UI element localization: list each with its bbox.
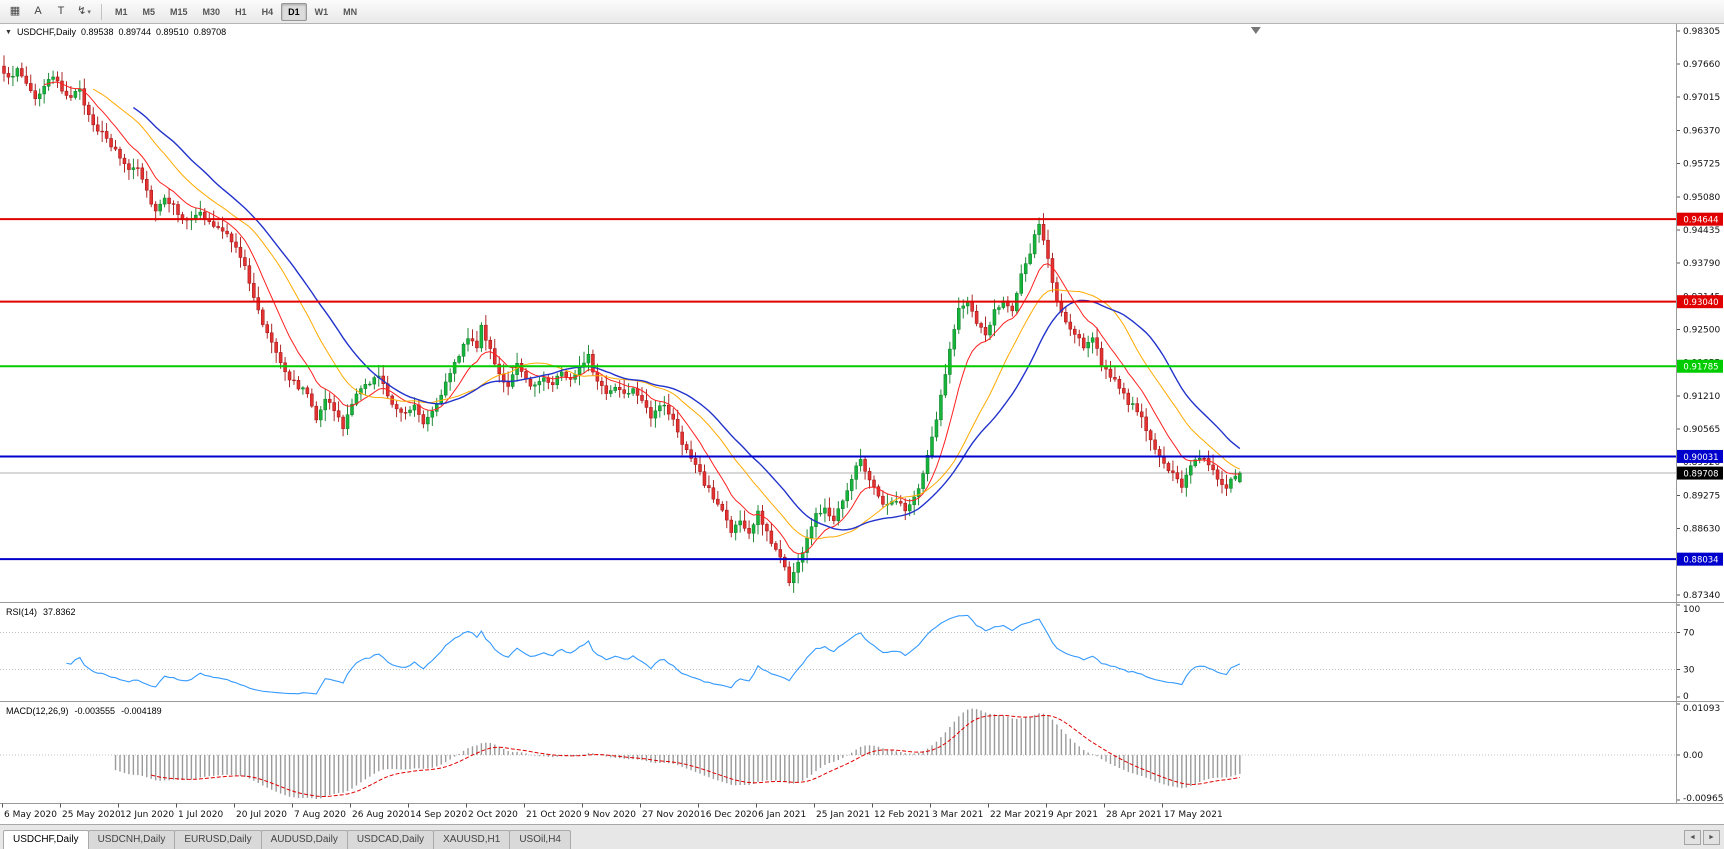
svg-text:3 Mar 2021: 3 Mar 2021 — [932, 810, 983, 820]
dropdown-caret-icon: ▾ — [87, 8, 91, 16]
svg-text:0.91210: 0.91210 — [1683, 392, 1720, 402]
timeframe-h4-button[interactable]: H4 — [261, 6, 274, 17]
svg-text:0.90565: 0.90565 — [1683, 425, 1720, 435]
toolbar-tools-group: ▦ A T ↯ ▾ — [4, 2, 95, 21]
timeframe-m30-button[interactable]: M30 — [202, 6, 221, 17]
svg-text:28 Apr 2021: 28 Apr 2021 — [1106, 810, 1162, 820]
text-a-tool-icon: A — [34, 5, 42, 17]
chart-tabs: USDCHF,Daily USDCNH,Daily EURUSD,Daily AUDU… — [3, 825, 571, 849]
svg-text:0.97015: 0.97015 — [1683, 93, 1720, 103]
time-axis: 6 May 2020 25 May 2020 12 Jun 2020 1 Jul 20… — [2, 803, 1223, 820]
svg-text:0.88630: 0.88630 — [1683, 525, 1720, 535]
svg-text:0.01093: 0.01093 — [1683, 704, 1720, 714]
chart-tab-usdcnh-daily[interactable]: USDCNH,Daily — [87, 830, 176, 849]
indicators-dropdown-button[interactable]: ↯ ▾ — [73, 2, 95, 21]
svg-text:0: 0 — [1683, 692, 1689, 702]
chart-tab-usoil-h4[interactable]: USOil,H4 — [509, 830, 571, 849]
svg-text:0.00: 0.00 — [1683, 751, 1703, 761]
timeframe-m1-button[interactable]: M1 — [115, 6, 128, 17]
svg-text:0.89920: 0.89920 — [1683, 458, 1720, 468]
svg-text:0.89708: 0.89708 — [1683, 470, 1718, 480]
horizontal-level-lines[interactable] — [0, 218, 1676, 561]
svg-text:0.89275: 0.89275 — [1683, 491, 1720, 501]
moving-average-21-line — [92, 88, 1241, 540]
timeframe-buttons-group: M1 M5 M15 M30 H1 H4 D1 W1 MN — [108, 2, 364, 21]
macd-panel: 0.01093 0.00 -0.00965 — [0, 703, 1723, 804]
text-t-tool-button[interactable]: T — [50, 2, 72, 21]
timeframe-w1-button[interactable]: W1 — [314, 6, 329, 17]
timeframe-m15-button[interactable]: M15 — [170, 6, 188, 17]
svg-text:0.91785: 0.91785 — [1683, 363, 1718, 373]
svg-text:12 Feb 2021: 12 Feb 2021 — [874, 810, 930, 820]
svg-text:12 Jun 2020: 12 Jun 2020 — [120, 810, 174, 820]
svg-text:30: 30 — [1683, 665, 1695, 675]
svg-text:7 Aug 2020: 7 Aug 2020 — [294, 810, 346, 820]
timeframe-mn-button[interactable]: MN — [343, 6, 358, 17]
panel-separators[interactable] — [0, 24, 1724, 804]
tab-scrollbar: ◄ ► — [1684, 830, 1721, 849]
text-a-tool-button[interactable]: A — [27, 2, 49, 21]
svg-text:6 May 2020: 6 May 2020 — [4, 810, 57, 820]
chart-tab-audusd-daily[interactable]: AUDUSD,Daily — [260, 830, 348, 849]
svg-text:0.87340: 0.87340 — [1683, 591, 1720, 601]
chart-tab-usdchf-daily[interactable]: USDCHF,Daily — [3, 830, 89, 849]
macd-signal-line — [151, 714, 1240, 798]
svg-text:1 Jul 2020: 1 Jul 2020 — [178, 810, 223, 820]
svg-text:20 Jul 2020: 20 Jul 2020 — [236, 810, 287, 820]
svg-text:9 Nov 2020: 9 Nov 2020 — [584, 810, 636, 820]
timeframe-d1-button[interactable]: D1 — [281, 2, 307, 21]
svg-text:0.96370: 0.96370 — [1683, 126, 1720, 136]
chart-shift-marker-icon[interactable] — [1250, 27, 1261, 34]
svg-text:0.98305: 0.98305 — [1683, 27, 1720, 37]
svg-text:0.94435: 0.94435 — [1683, 226, 1720, 236]
toolbar-separator — [101, 3, 102, 20]
chart-tab-bar: USDCHF,Daily USDCNH,Daily EURUSD,Daily AUDU… — [0, 824, 1724, 849]
svg-text:22 Mar 2021: 22 Mar 2021 — [990, 810, 1047, 820]
svg-text:0.95725: 0.95725 — [1683, 160, 1720, 170]
svg-text:100: 100 — [1683, 605, 1700, 615]
top-toolbar: ▦ A T ↯ ▾ M1 M5 M15 M30 H1 H4 D1 W1 MN — [0, 0, 1724, 24]
tabs-scroll-left-button[interactable]: ◄ — [1684, 830, 1701, 845]
tabs-scroll-right-button[interactable]: ► — [1703, 830, 1720, 845]
svg-text:0.88034: 0.88034 — [1683, 556, 1718, 566]
chart-area[interactable]: 0.98305 0.97660 0.97015 0.96370 0.95725 0.950… — [0, 24, 1724, 824]
svg-text:70: 70 — [1683, 629, 1695, 639]
svg-text:27 Nov 2020: 27 Nov 2020 — [642, 810, 700, 820]
chart-tab-usdcad-daily[interactable]: USDCAD,Daily — [346, 830, 435, 849]
charts-grid-icon: ▦ — [9, 5, 21, 17]
svg-text:0.93790: 0.93790 — [1683, 259, 1720, 269]
svg-text:16 Dec 2020: 16 Dec 2020 — [700, 810, 758, 820]
svg-text:0.95080: 0.95080 — [1683, 193, 1720, 203]
scroll-right-icon: ► — [1708, 834, 1715, 841]
svg-text:26 Aug 2020: 26 Aug 2020 — [352, 810, 410, 820]
indicators-dropdown-icon: ↯ — [77, 5, 87, 17]
svg-text:25 May 2020: 25 May 2020 — [62, 810, 121, 820]
chart-background — [0, 24, 1724, 824]
chart-tab-xauusd-h1[interactable]: XAUUSD,H1 — [433, 830, 511, 849]
timeframe-m5-button[interactable]: M5 — [142, 6, 156, 17]
svg-text:17 May 2021: 17 May 2021 — [1164, 810, 1223, 820]
svg-text:21 Oct 2020: 21 Oct 2020 — [526, 810, 582, 820]
svg-text:2 Oct 2020: 2 Oct 2020 — [468, 810, 518, 820]
svg-text:9 Apr 2021: 9 Apr 2021 — [1048, 810, 1098, 820]
scroll-left-icon: ◄ — [1689, 834, 1696, 841]
svg-text:25 Jan 2021: 25 Jan 2021 — [816, 810, 870, 820]
svg-text:0.97660: 0.97660 — [1683, 60, 1720, 70]
chart-tab-eurusd-daily[interactable]: EURUSD,Daily — [174, 830, 262, 849]
svg-text:6 Jan 2021: 6 Jan 2021 — [758, 810, 806, 820]
svg-text:-0.00965: -0.00965 — [1683, 794, 1723, 804]
charts-grid-button[interactable]: ▦ — [4, 2, 26, 21]
rsi-line — [66, 614, 1241, 695]
svg-text:0.93040: 0.93040 — [1683, 298, 1718, 308]
text-t-tool-icon: T — [57, 5, 65, 17]
moving-average-10-line — [44, 81, 1240, 555]
svg-text:0.90031: 0.90031 — [1683, 453, 1718, 463]
svg-text:14 Sep 2020: 14 Sep 2020 — [410, 810, 467, 820]
price-axis-flags: 0.94644 0.93040 0.91785 0.90031 0.88034 0.897… — [1677, 212, 1723, 566]
timeframe-h1-button[interactable]: H1 — [235, 6, 247, 17]
svg-text:0.94644: 0.94644 — [1683, 216, 1718, 226]
price-chart-canvas[interactable]: 0.98305 0.97660 0.97015 0.96370 0.95725 0.950… — [0, 24, 1724, 824]
svg-text:0.92500: 0.92500 — [1683, 325, 1720, 335]
